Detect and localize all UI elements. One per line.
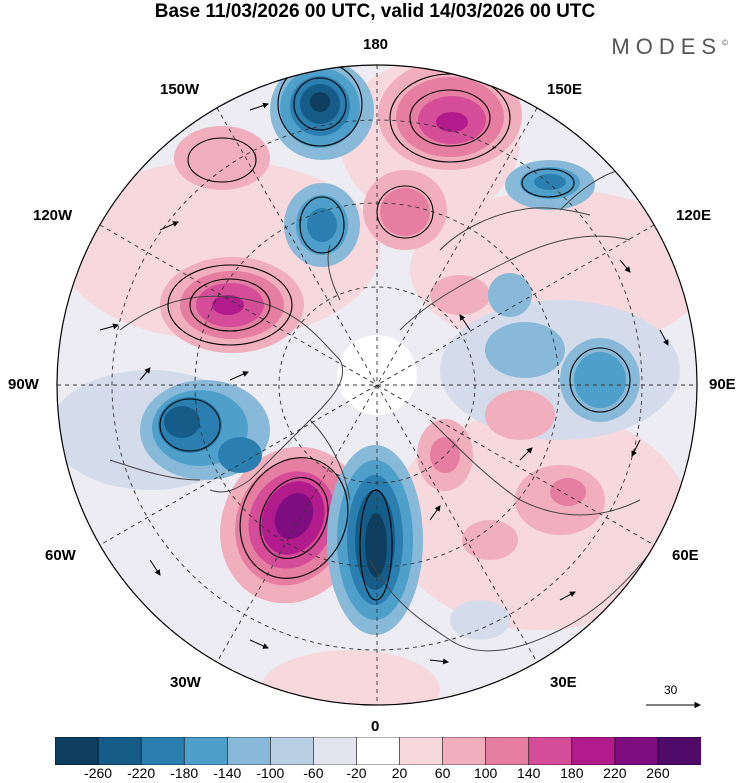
colorbar-tick-label: 220 (603, 765, 627, 781)
colorbar-segment (140, 737, 185, 765)
colorbar-tick-label: -20 (346, 765, 367, 781)
lon-label-30e: 30E (550, 674, 577, 691)
chart-title: Base 11/03/2026 00 UTC, valid 14/03/2026… (154, 1, 596, 22)
colorbar-segment (55, 737, 99, 765)
lon-label-150e: 150E (547, 81, 583, 98)
colorbar-tick-label: -60 (303, 765, 324, 781)
positive-anomaly-center-pacific (378, 65, 522, 170)
lon-label-180: 180 (363, 36, 389, 53)
colorbar-tick-label: 20 (391, 765, 408, 781)
coastlines (109, 169, 661, 652)
lon-label-90e: 90E (709, 376, 736, 393)
streamlines (159, 65, 631, 601)
colorbar-tick-label: -180 (170, 765, 199, 781)
colorbar-segment (528, 737, 573, 765)
negative-anomaly-center-alaska (270, 65, 374, 160)
anomaly-field (57, 65, 697, 705)
lon-label-150w: 150W (160, 81, 200, 98)
colorbar-tick-label: 140 (517, 765, 541, 781)
lat-lon-grid (57, 65, 697, 705)
lon-label-60w: 60W (45, 547, 76, 564)
colorbar-tick-label: 260 (646, 765, 670, 781)
modes-logo: MODES© (611, 34, 728, 59)
colorbar-segment (313, 737, 358, 765)
colorbar-segment (485, 737, 530, 765)
colorbar-segment (226, 737, 272, 765)
negative-anomaly-center-hudson (140, 380, 270, 480)
colorbar-tick-label: -220 (127, 765, 156, 781)
map-boundary (56, 64, 698, 706)
colorbar-tick-label: -260 (84, 765, 113, 781)
colorbar-segment (97, 737, 142, 765)
colorbar-segment (442, 737, 487, 765)
colorbar-segment (270, 737, 315, 765)
lon-label-90w: 90W (8, 376, 39, 393)
wind-vectors (99, 79, 669, 665)
polar-map (56, 64, 702, 709)
colorbar-segment (614, 737, 659, 765)
colorbar-tick-label: 100 (473, 765, 498, 781)
colorbar-segment (356, 737, 401, 765)
colorbar-segment (657, 737, 701, 765)
colorbar-segment (571, 737, 616, 765)
colorbar-segment (399, 737, 444, 765)
colorbar-tick-label: -100 (256, 765, 285, 781)
reference-vector-label: 30 (664, 683, 678, 697)
lon-label-0: 0 (371, 718, 380, 735)
colorbar-tick-label: 60 (434, 765, 451, 781)
positive-anomaly-center-canada (160, 257, 304, 353)
colorbar-ticks: -260 -220 -180 -140 -100 -60 -20 20 60 100 140 180 2… (0, 765, 750, 783)
lon-label-120w: 120W (33, 207, 73, 224)
lon-label-60e: 60E (672, 547, 699, 564)
colorbar (55, 737, 701, 765)
colorbar-tick-label: -140 (213, 765, 242, 781)
colorbar-tick-label: 180 (560, 765, 584, 781)
lon-label-30w: 30W (170, 674, 201, 691)
negative-anomaly-center-north-atlantic (327, 445, 423, 635)
lon-label-120e: 120E (676, 207, 712, 224)
colorbar-segment (183, 737, 229, 765)
